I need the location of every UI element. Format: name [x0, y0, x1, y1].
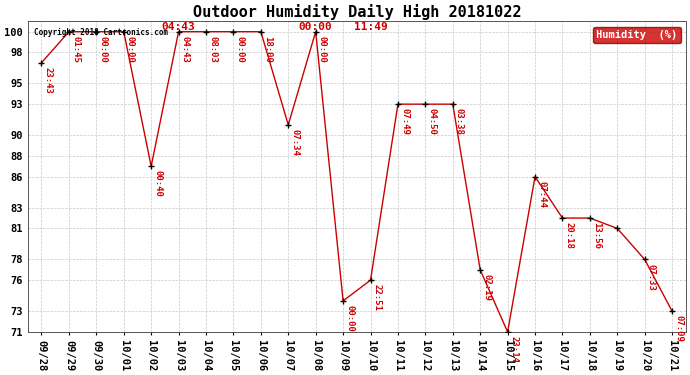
Text: 18:00: 18:00: [263, 36, 272, 63]
Text: 07:49: 07:49: [400, 108, 409, 135]
Text: 07:44: 07:44: [538, 181, 546, 208]
Text: 00:00: 00:00: [235, 36, 245, 63]
Text: 23:43: 23:43: [43, 67, 52, 94]
Title: Outdoor Humidity Daily High 20181022: Outdoor Humidity Daily High 20181022: [193, 4, 521, 20]
Text: 04:43: 04:43: [181, 36, 190, 63]
Text: 00:00: 00:00: [99, 36, 108, 63]
Text: 07:34: 07:34: [290, 129, 299, 156]
Text: 02:19: 02:19: [482, 274, 491, 301]
Text: 00:00: 00:00: [299, 22, 333, 32]
Text: 00:00: 00:00: [126, 36, 135, 63]
Text: 13:56: 13:56: [592, 222, 601, 249]
Legend: Humidity  (%): Humidity (%): [593, 27, 680, 43]
Text: 03:38: 03:38: [455, 108, 464, 135]
Text: 23:14: 23:14: [510, 336, 519, 363]
Text: 00:00: 00:00: [345, 305, 354, 332]
Text: 01:45: 01:45: [71, 36, 80, 63]
Text: 11:49: 11:49: [354, 22, 387, 32]
Text: 00:00: 00:00: [318, 36, 327, 63]
Text: 07:09: 07:09: [674, 315, 683, 342]
Text: Copyright 2018 Cartronics.com: Copyright 2018 Cartronics.com: [34, 27, 168, 36]
Text: 22:51: 22:51: [373, 284, 382, 311]
Text: 04:50: 04:50: [428, 108, 437, 135]
Text: 04:43: 04:43: [161, 22, 195, 32]
Text: 20:18: 20:18: [564, 222, 573, 249]
Text: 00:40: 00:40: [153, 170, 162, 197]
Text: 07:33: 07:33: [647, 264, 656, 291]
Text: 08:03: 08:03: [208, 36, 217, 63]
